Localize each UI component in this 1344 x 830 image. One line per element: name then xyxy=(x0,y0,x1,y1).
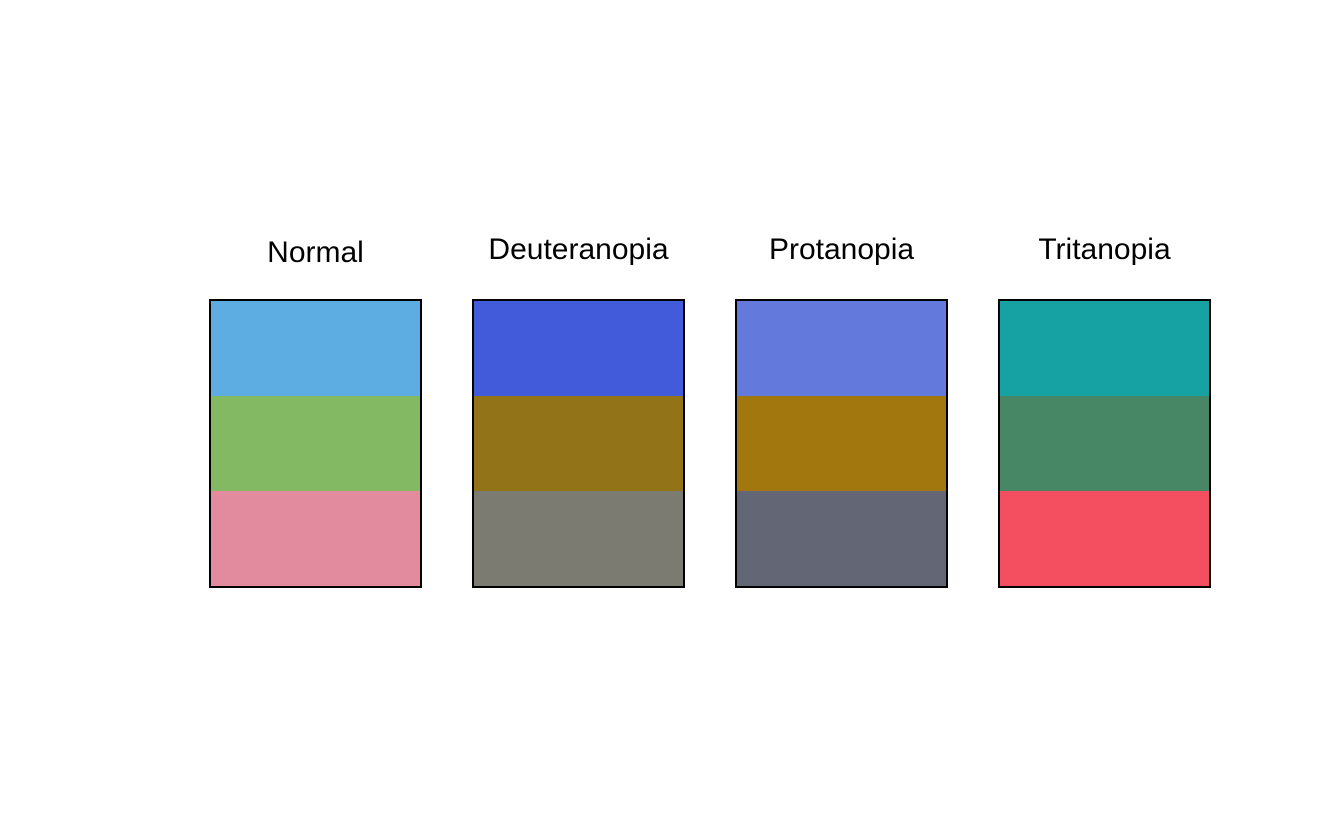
palette-title-normal: Normal xyxy=(267,236,364,269)
palette-title-protanopia: Protanopia xyxy=(768,233,915,266)
swatch-stack-tritanopia xyxy=(998,299,1211,588)
palette-deuteranopia: Deuteranopia xyxy=(472,228,685,588)
swatch-stack-normal xyxy=(209,299,422,588)
swatch-deuteranopia-blue xyxy=(474,301,683,396)
swatch-protanopia-slate xyxy=(737,491,946,586)
swatch-normal-green xyxy=(211,396,420,491)
swatch-protanopia-amber xyxy=(737,396,946,491)
swatch-tritanopia-teal xyxy=(1000,301,1209,396)
swatch-tritanopia-green xyxy=(1000,396,1209,491)
swatch-stack-deuteranopia xyxy=(472,299,685,588)
palette-protanopia: Protanopia xyxy=(735,228,948,588)
swatch-normal-blue xyxy=(211,301,420,396)
swatch-normal-pink xyxy=(211,491,420,586)
palette-title-tritanopia: Tritanopia xyxy=(1038,233,1171,266)
palette-tritanopia: Tritanopia xyxy=(998,228,1211,588)
swatch-deuteranopia-olive xyxy=(474,396,683,491)
palette-normal: Normal xyxy=(209,228,422,588)
swatch-protanopia-blue xyxy=(737,301,946,396)
swatch-deuteranopia-gray xyxy=(474,491,683,586)
swatch-stack-protanopia xyxy=(735,299,948,588)
swatch-tritanopia-red xyxy=(1000,491,1209,586)
palette-title-deuteranopia: Deuteranopia xyxy=(488,233,669,266)
